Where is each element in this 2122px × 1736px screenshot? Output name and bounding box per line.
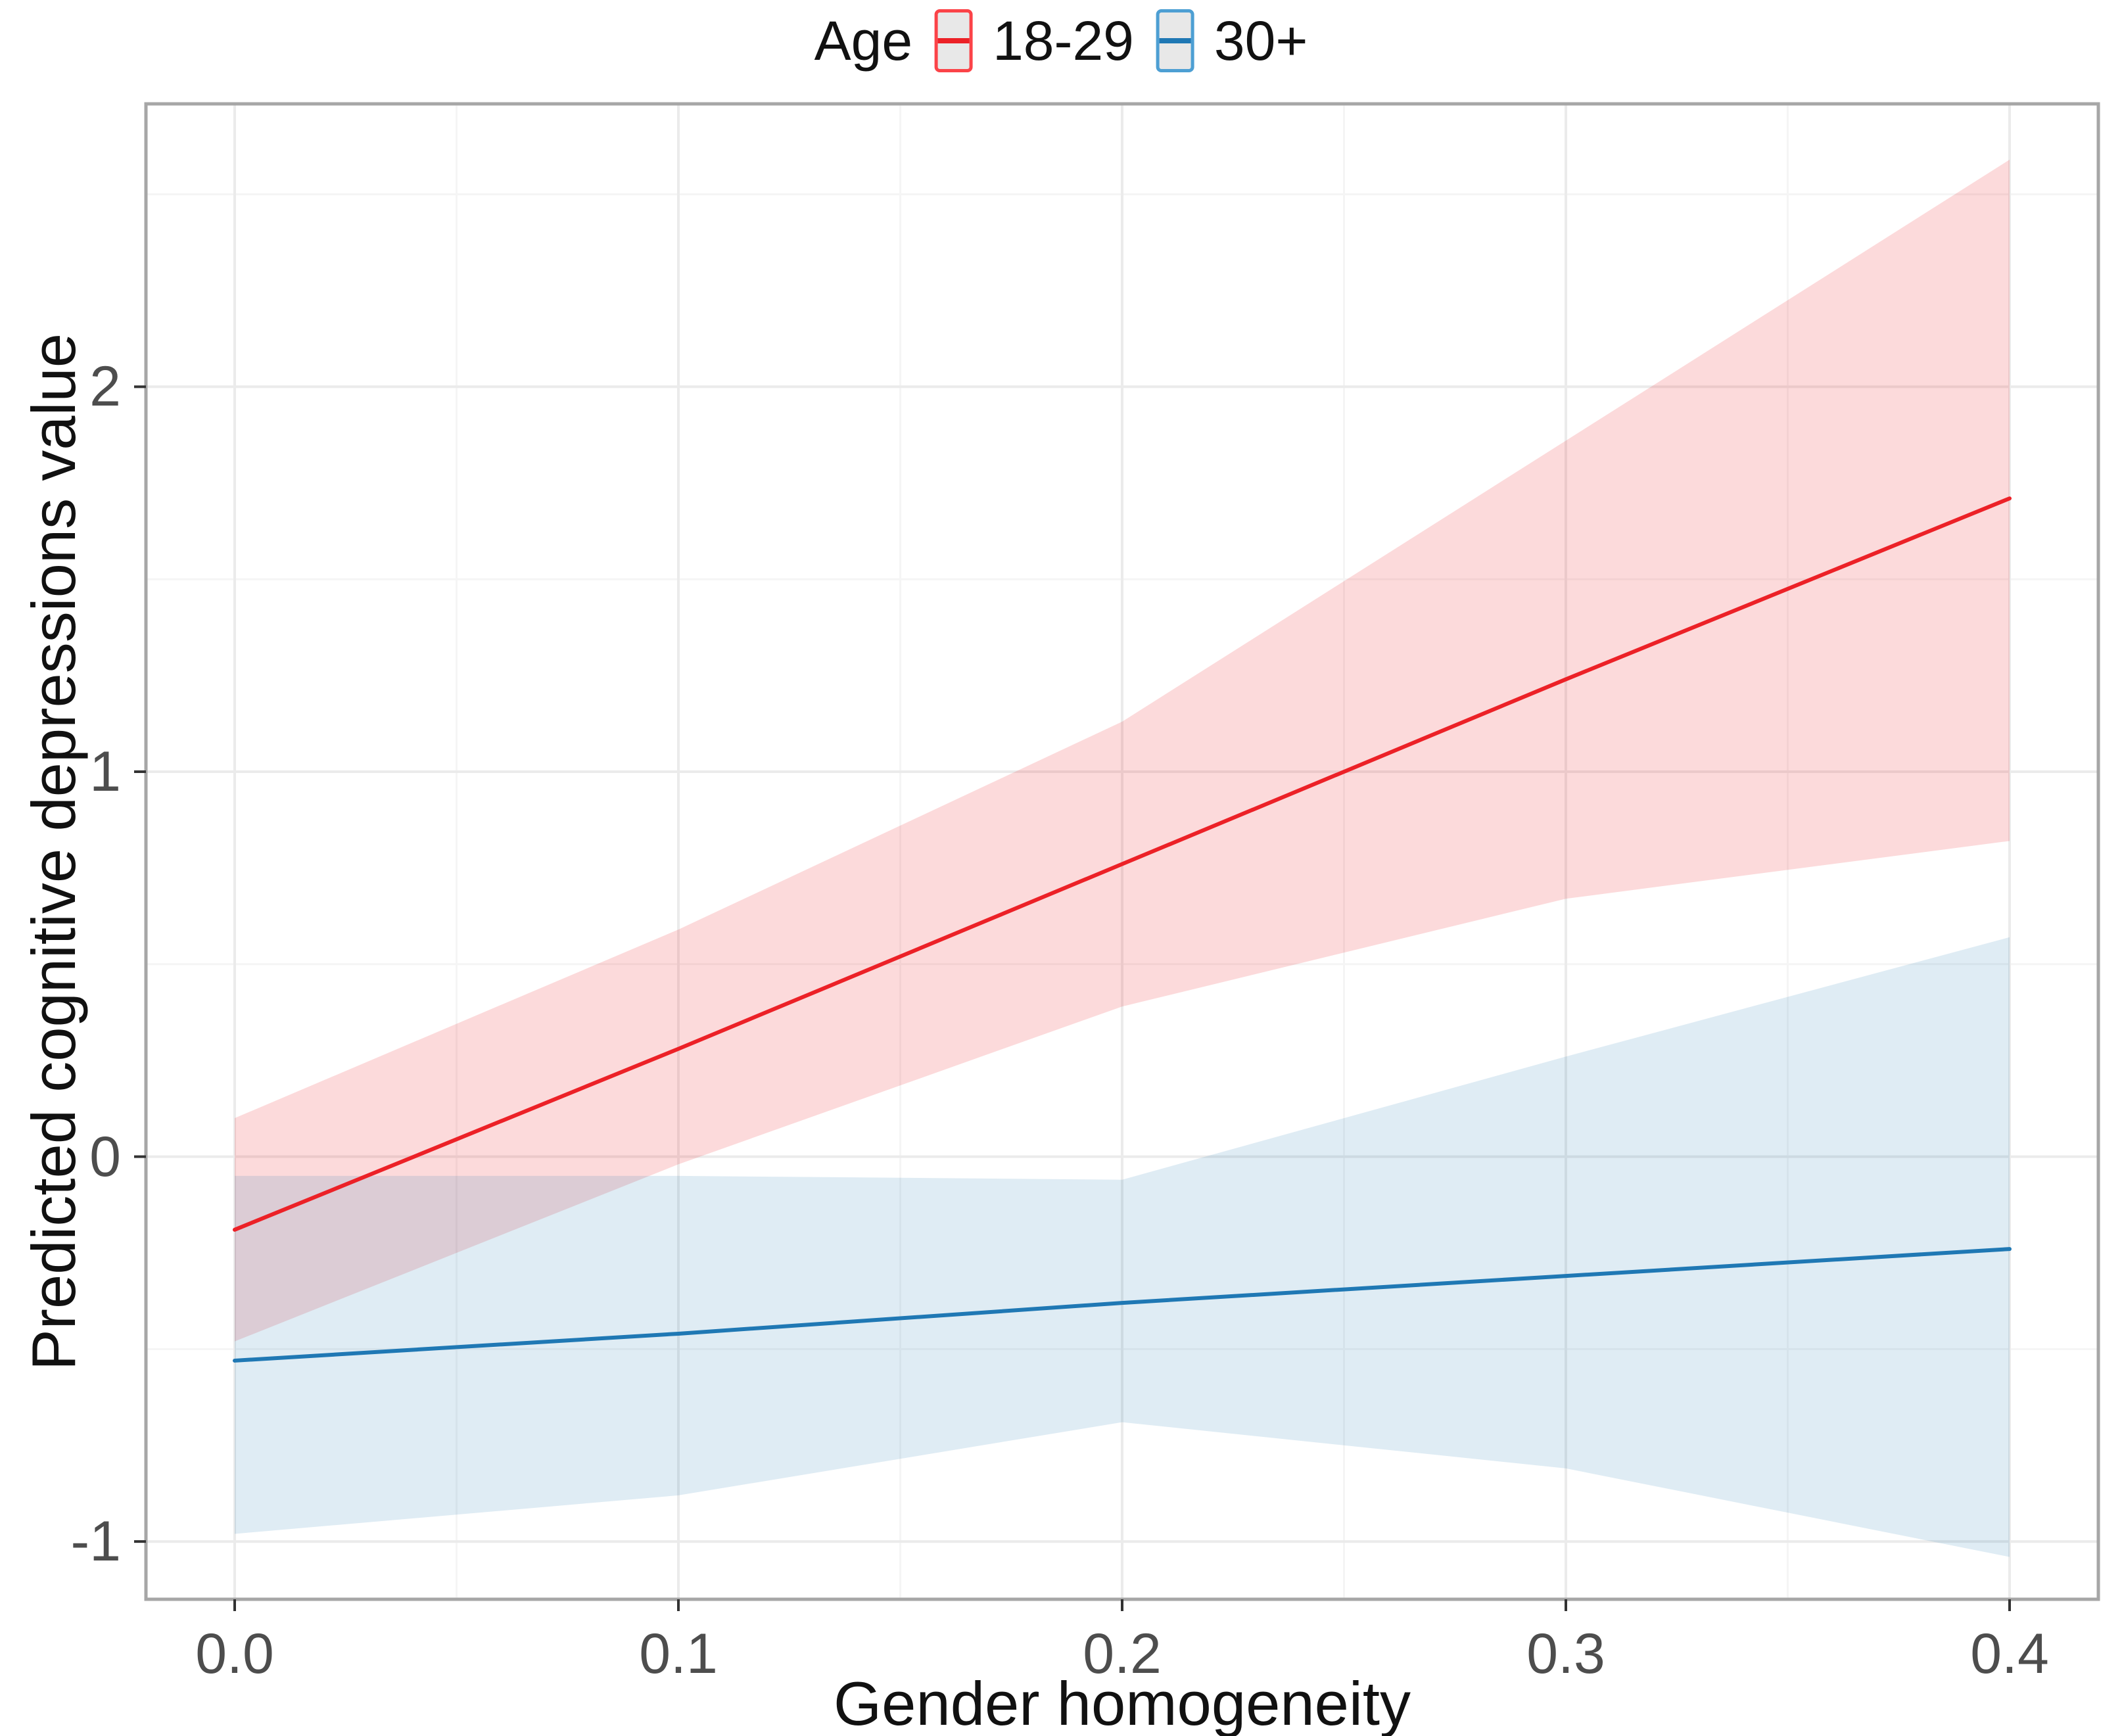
- y-tick-label: 0: [89, 1125, 121, 1188]
- legend-label: 30+: [1214, 10, 1308, 72]
- x-tick-label: 0.2: [1083, 1622, 1162, 1685]
- trend-line-30+: [233, 1247, 2012, 1363]
- legend: Age 18-29 30+: [814, 9, 1308, 72]
- y-tick-label: -1: [70, 1510, 121, 1574]
- x-tick-label: 0.0: [195, 1622, 274, 1685]
- x-tick-label: 0.4: [1970, 1622, 2049, 1685]
- legend-entry-18-29: 18-29: [935, 9, 1134, 72]
- legend-entries: 18-29 30+: [935, 9, 1308, 72]
- legend-title: Age: [814, 10, 913, 72]
- y-axis-title: Predicted cognitive depressions value: [19, 333, 88, 1371]
- legend-key-line: [938, 38, 970, 43]
- legend-key-icon: [1156, 9, 1194, 72]
- ci-ribbon-18-29: [235, 159, 2010, 1342]
- x-tick-label: 0.3: [1526, 1622, 1605, 1685]
- trend-line-18-29: [233, 496, 2012, 1232]
- y-tick-label: 1: [89, 739, 121, 803]
- x-tick-label: 0.1: [639, 1622, 718, 1685]
- legend-entry-30+: 30+: [1156, 9, 1308, 72]
- ci-ribbon-30+: [235, 937, 2010, 1557]
- y-tick-label: 2: [89, 355, 121, 419]
- x-axis-title: Gender homogeneity: [834, 1669, 1411, 1736]
- legend-key-icon: [935, 9, 974, 72]
- legend-key-line: [1159, 38, 1191, 43]
- legend-label: 18-29: [993, 10, 1134, 72]
